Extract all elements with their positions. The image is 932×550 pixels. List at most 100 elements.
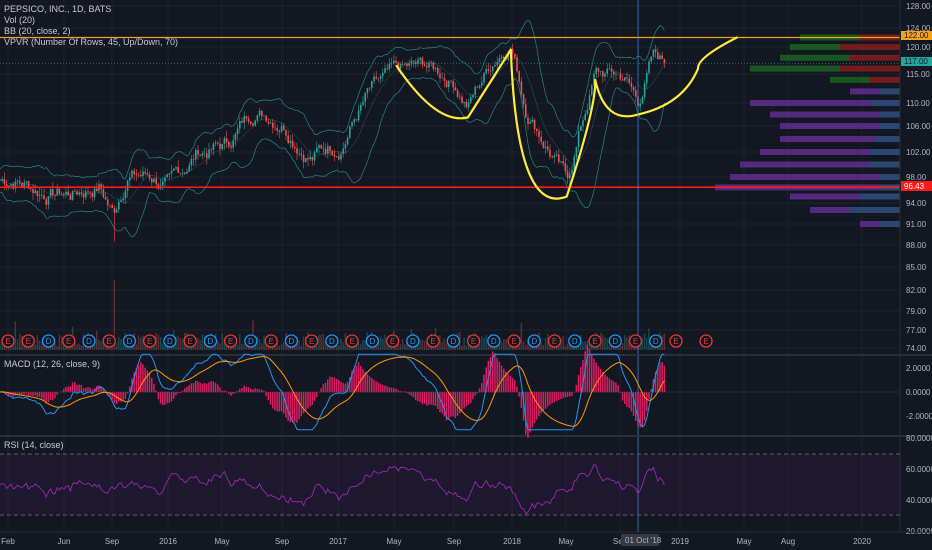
earnings-marker[interactable]: E: [385, 334, 400, 348]
dividend-marker[interactable]: D: [608, 334, 622, 348]
price-axis[interactable]: 128.00 124.00 120.00 115.00 110.00 106.00 102.…: [906, 2, 931, 353]
candle-body: [463, 101, 465, 103]
volume-bar: [487, 339, 490, 350]
candle-body: [639, 103, 641, 107]
time-tick-label: 2019: [671, 537, 689, 546]
rsi-axis[interactable]: 80.000060.000040.000020.0000: [906, 434, 932, 536]
dividend-marker[interactable]: D: [325, 334, 339, 348]
candle-body: [38, 194, 41, 196]
dividend-marker[interactable]: D: [82, 334, 96, 348]
rsi-legend[interactable]: RSI (14, close): [4, 440, 64, 451]
macd-histogram-bar: [551, 392, 553, 404]
symbol-title[interactable]: PEPSICO, INC., 1D, BATS: [4, 4, 112, 14]
volume-bar: [300, 345, 303, 350]
candle-body: [591, 85, 593, 96]
macd-histogram-bar: [626, 392, 628, 407]
candle-body: [661, 55, 663, 59]
candle-body: [177, 167, 179, 173]
macd-histogram-bar: [107, 392, 109, 395]
dividend-marker[interactable]: D: [649, 334, 663, 348]
time-axis[interactable]: Feb Jun Sep 2016 May Sep 2017 May Sep 2018 May Sep 2…: [1, 537, 871, 546]
earnings-marker[interactable]: E: [507, 334, 521, 348]
volume-bar: [650, 342, 652, 350]
volume-bar: [135, 344, 138, 350]
macd-histogram-bar: [256, 388, 259, 393]
price-tick-label: 88.00: [906, 241, 927, 250]
macd-axis[interactable]: 2.0000 0.0000 -2.0000: [906, 364, 932, 421]
earnings-marker[interactable]: E: [143, 334, 157, 348]
volume-bar: [159, 337, 162, 350]
dividend-marker[interactable]: D: [163, 334, 177, 348]
volume-bar: [3, 343, 6, 350]
candle-body: [16, 180, 19, 182]
volume-bar: [386, 343, 388, 350]
indicator-bollinger[interactable]: BB (20, close, 2): [4, 26, 71, 36]
macd-legend[interactable]: MACD (12, 26, close, 9): [4, 359, 100, 370]
vpvr-row-down: [840, 65, 900, 72]
candle-body: [228, 142, 230, 147]
macd-histogram-bar: [146, 370, 149, 393]
candle-body: [19, 180, 21, 183]
earnings-marker[interactable]: E: [628, 334, 643, 348]
candle-body: [536, 129, 538, 131]
earnings-marker[interactable]: E: [224, 334, 238, 348]
earnings-marker[interactable]: E: [547, 334, 562, 348]
time-tick-label: May: [558, 537, 573, 546]
inverse-head-shoulders-drawing[interactable]: [395, 36, 738, 200]
macd-histogram-bar: [426, 392, 428, 406]
earnings-marker[interactable]: E: [345, 334, 359, 348]
main-legend[interactable]: PEPSICO, INC., 1D, BATS Vol (20) BB (20,…: [4, 4, 178, 48]
earnings-marker[interactable]: E: [466, 334, 481, 348]
earnings-marker[interactable]: E: [304, 334, 319, 348]
rsi-label[interactable]: RSI (14, close): [4, 440, 64, 450]
macd-histogram-bar: [201, 383, 204, 393]
dividend-marker[interactable]: D: [244, 334, 258, 348]
candle-body: [635, 90, 637, 97]
earnings-marker[interactable]: E: [264, 334, 278, 348]
dividend-marker[interactable]: D: [365, 334, 380, 348]
earnings-marker[interactable]: E: [669, 334, 683, 348]
macd-label[interactable]: MACD (12, 26, close, 9): [4, 359, 101, 369]
dividend-marker[interactable]: D: [41, 334, 56, 348]
marker-circle: [122, 334, 137, 348]
earnings-marker[interactable]: E: [426, 334, 440, 348]
volume-bar: [344, 333, 347, 350]
macd-histogram-bar: [514, 380, 516, 393]
dividend-marker[interactable]: D: [487, 334, 501, 348]
dividend-marker[interactable]: D: [527, 334, 541, 348]
marker-circle: [487, 334, 501, 348]
macd-histogram-bar: [489, 356, 492, 393]
candle-body: [553, 155, 556, 158]
indicator-volume[interactable]: Vol (20): [4, 15, 36, 25]
earnings-marker[interactable]: E: [62, 334, 76, 348]
earnings-marker[interactable]: E: [588, 334, 602, 348]
earnings-marker[interactable]: E: [21, 334, 35, 348]
dividend-marker[interactable]: D: [122, 334, 137, 348]
marker-letter: E: [430, 337, 435, 346]
candle-body: [289, 140, 292, 144]
dividend-marker[interactable]: D: [203, 334, 218, 348]
macd-histogram-bar: [274, 392, 276, 411]
volume-bar: [98, 339, 100, 350]
macd-histogram-bar: [265, 392, 267, 397]
marker-circle: [203, 334, 218, 348]
indicator-vpvr[interactable]: VPVR (Number Of Rows, 45, Up/Down, 70): [4, 37, 179, 47]
macd-histogram-bar: [522, 392, 525, 421]
earnings-marker[interactable]: E: [1, 334, 15, 348]
macd-histogram-bar: [82, 388, 85, 393]
candle-body: [467, 102, 470, 108]
vpvr-row-up: [740, 161, 870, 168]
dividend-marker[interactable]: D: [446, 334, 460, 348]
earnings-marker[interactable]: E: [102, 334, 116, 348]
macd-histogram-bar: [19, 392, 21, 395]
earnings-marker[interactable]: E: [699, 334, 713, 348]
candle-body: [335, 156, 338, 157]
candle-body: [346, 137, 349, 145]
macd-histogram-bar: [432, 392, 435, 406]
earnings-marker[interactable]: E: [183, 334, 197, 348]
dividend-marker[interactable]: D: [568, 334, 582, 348]
dividend-marker[interactable]: D: [406, 334, 420, 348]
dividend-marker[interactable]: D: [284, 334, 299, 348]
